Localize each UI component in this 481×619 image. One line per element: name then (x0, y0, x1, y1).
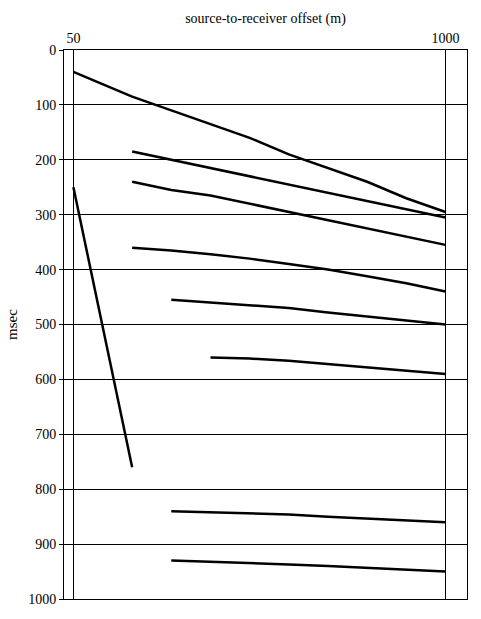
svg-text:500: 500 (35, 317, 56, 332)
svg-text:700: 700 (35, 427, 56, 442)
svg-text:1000: 1000 (28, 592, 56, 607)
svg-text:900: 900 (35, 537, 56, 552)
svg-text:200: 200 (35, 153, 56, 168)
svg-text:1000: 1000 (431, 31, 459, 46)
svg-text:400: 400 (35, 263, 56, 278)
svg-text:msec: msec (4, 309, 20, 340)
svg-text:100: 100 (35, 98, 56, 113)
svg-text:0: 0 (49, 43, 56, 58)
svg-text:source-to-receiver offset (m): source-to-receiver offset (m) (185, 11, 346, 27)
svg-text:300: 300 (35, 208, 56, 223)
svg-text:50: 50 (66, 31, 80, 46)
svg-text:800: 800 (35, 482, 56, 497)
svg-text:600: 600 (35, 372, 56, 387)
